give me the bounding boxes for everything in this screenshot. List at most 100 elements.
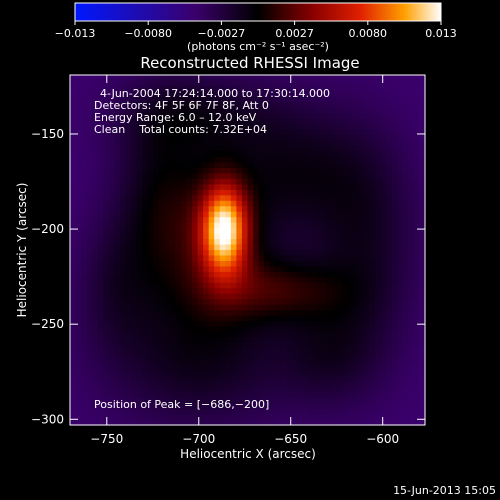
heatmap-cell <box>81 124 88 131</box>
heatmap-cell <box>241 315 249 322</box>
heatmap-cell <box>258 397 265 404</box>
heatmap-cell <box>369 107 376 114</box>
heatmap-cell <box>214 96 221 103</box>
heatmap-cell <box>147 211 154 218</box>
heatmap-cell <box>203 239 210 246</box>
heatmap-cell <box>330 304 337 311</box>
heatmap-cell <box>219 200 226 207</box>
heatmap-cell <box>297 408 304 415</box>
heatmap-cell <box>336 342 343 350</box>
heatmap-cell <box>258 348 265 355</box>
heatmap-cell <box>291 403 299 410</box>
heatmap-cell <box>264 271 271 278</box>
heatmap-cell <box>352 167 360 175</box>
heatmap-cell <box>219 228 226 235</box>
heatmap-cell <box>352 135 360 142</box>
heatmap-cell <box>325 282 332 289</box>
heatmap-cell <box>203 315 210 322</box>
heatmap-cell <box>136 304 143 311</box>
heatmap-cell <box>136 222 143 229</box>
heatmap-cell <box>236 96 243 103</box>
heatmap-cell <box>253 255 260 262</box>
heatmap-cell <box>247 304 254 311</box>
heatmap-cell <box>119 239 127 246</box>
heatmap-cell <box>108 348 115 355</box>
heatmap-cell <box>319 184 326 191</box>
heatmap-cell <box>208 408 215 415</box>
heatmap-cell <box>253 348 260 355</box>
heatmap-cell <box>203 200 210 207</box>
heatmap-cell <box>297 75 304 82</box>
heatmap-cell <box>103 195 110 202</box>
heatmap-cell <box>153 113 160 120</box>
heatmap-cell <box>363 200 371 207</box>
heatmap-cell <box>402 244 409 251</box>
heatmap-cell <box>236 102 243 109</box>
heatmap-cell <box>136 211 143 218</box>
heatmap-cell <box>325 129 332 136</box>
heatmap-cell <box>369 337 376 344</box>
heatmap-cell <box>197 195 204 202</box>
heatmap-cell <box>413 113 421 120</box>
heatmap-cell <box>352 364 360 371</box>
heatmap-cell <box>375 85 382 93</box>
heatmap-cell <box>81 118 88 125</box>
heatmap-cell <box>386 310 393 317</box>
heatmap-cell <box>253 381 260 388</box>
heatmap-cell <box>413 370 421 377</box>
heatmap-cell <box>341 375 348 382</box>
heatmap-cell <box>391 260 398 268</box>
heatmap-cell <box>358 75 365 82</box>
heatmap-cell <box>341 419 348 426</box>
heatmap-cell <box>136 195 143 202</box>
heatmap-cell <box>291 375 299 382</box>
heatmap-cell <box>192 364 199 371</box>
heatmap-cell <box>86 271 93 278</box>
heatmap-cell <box>402 211 409 218</box>
heatmap-cell <box>402 348 409 355</box>
heatmap-cell <box>97 408 104 415</box>
heatmap-cell <box>391 359 398 366</box>
heatmap-cell <box>302 288 310 295</box>
heatmap-cell <box>380 200 387 207</box>
heatmap-cell <box>158 189 165 196</box>
heatmap-cell <box>291 75 299 82</box>
heatmap-cell <box>108 151 115 158</box>
heatmap-cell <box>386 80 393 87</box>
heatmap-cell <box>347 299 354 306</box>
heatmap-cell <box>108 359 115 366</box>
heatmap-cell <box>208 342 215 350</box>
heatmap-cell <box>108 222 115 229</box>
heatmap-cell <box>325 124 332 131</box>
heatmap-cell <box>192 244 199 251</box>
heatmap-cell <box>375 124 382 131</box>
heatmap-cell <box>81 288 88 295</box>
heatmap-cell <box>369 151 376 158</box>
heatmap-cell <box>258 233 265 240</box>
heatmap-cell <box>197 419 204 426</box>
heatmap-cell <box>225 419 232 426</box>
heatmap-cell <box>219 403 226 410</box>
heatmap-cell <box>397 173 404 180</box>
heatmap-cell <box>108 414 115 421</box>
heatmap-cell <box>413 157 421 164</box>
heatmap-cell <box>325 250 332 257</box>
heatmap-cell <box>169 321 176 328</box>
heatmap-cell <box>419 342 426 350</box>
heatmap-cell <box>247 332 254 339</box>
heatmap-cell <box>247 239 254 246</box>
heatmap-cell <box>330 332 337 339</box>
heatmap-cell <box>86 370 93 377</box>
heatmap-cell <box>197 184 204 191</box>
heatmap-cell <box>70 189 77 196</box>
heatmap-cell <box>192 85 199 93</box>
heatmap-cell <box>247 293 254 300</box>
heatmap-cell <box>75 178 82 185</box>
heatmap-cell <box>192 80 199 87</box>
heatmap-cell <box>241 304 249 311</box>
heatmap-cell <box>241 200 249 207</box>
heatmap-cell <box>114 386 121 393</box>
heatmap-cell <box>75 414 82 421</box>
heatmap-cell <box>214 255 221 262</box>
heatmap-cell <box>230 167 238 175</box>
